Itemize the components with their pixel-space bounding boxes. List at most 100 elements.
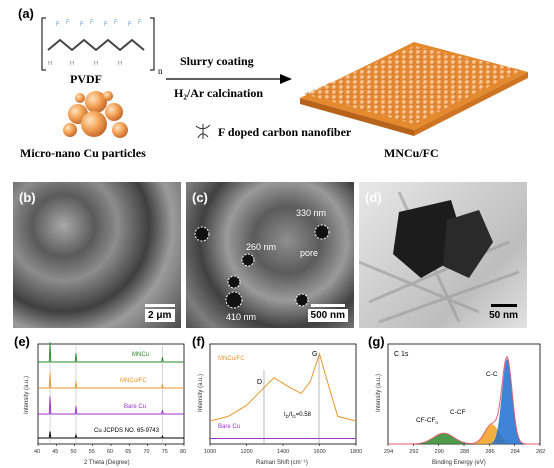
process-top-label: Slurry coating bbox=[180, 54, 254, 68]
xrd-series-label-mncu: MNCu bbox=[132, 352, 149, 358]
pvdf-subscript: n bbox=[158, 66, 163, 76]
xps-envelope bbox=[388, 355, 539, 445]
raman-peak-g: G bbox=[312, 351, 317, 358]
f-atom: F bbox=[114, 20, 118, 26]
pvdf-backbone bbox=[47, 38, 145, 52]
raman-ratio: ID/IG=0.58 bbox=[284, 412, 312, 419]
xrd-ylabel: Intensity (a.u.) bbox=[24, 376, 30, 414]
xps-label-cc: C-C bbox=[486, 371, 498, 378]
raman-tick-label: 1800 bbox=[350, 449, 362, 455]
xrd-tick-label: 80 bbox=[180, 449, 186, 455]
raman-ylabel: Intensity (a.u.) bbox=[198, 374, 204, 412]
xrd-reference-lines bbox=[49, 344, 163, 444]
h-atom: H bbox=[118, 61, 122, 67]
xrd-chart: 40 45 50 55 60 65 70 75 80 Intensity (a.u.) 2 Th… bbox=[24, 342, 186, 466]
xps-tick-label: 294 bbox=[384, 449, 393, 455]
pvdf-bracket-right bbox=[150, 17, 155, 71]
xps-tick-label: 286 bbox=[485, 449, 494, 455]
xps-title: C 1s bbox=[394, 351, 409, 358]
xrd-tick-label: 70 bbox=[144, 449, 150, 455]
panel-label-d: (d) bbox=[365, 190, 382, 205]
xps-label-ccf: C-CF bbox=[450, 409, 466, 416]
xrd-series-line bbox=[38, 396, 184, 415]
xps-tick-label: 284 bbox=[511, 449, 520, 455]
h-atom: H bbox=[48, 61, 52, 67]
h-atom: H bbox=[70, 61, 74, 67]
raman-tick-label: 1000 bbox=[204, 449, 216, 455]
f-atom: F bbox=[66, 20, 70, 26]
xps-ylabel: Intensity (a.u.) bbox=[376, 374, 382, 412]
scale-bar-b: 2 μm bbox=[145, 304, 175, 322]
panel-label-b: (b) bbox=[19, 190, 36, 205]
panel-label-g: (g) bbox=[368, 334, 385, 349]
f-atom: F bbox=[90, 20, 94, 26]
xrd-tick-label: 65 bbox=[125, 449, 131, 455]
cu-label: Micro-nano Cu particles bbox=[20, 146, 146, 160]
pvdf-label: PVDF bbox=[70, 72, 102, 86]
xps-label-cfcf: CF-CFn bbox=[416, 417, 439, 425]
annotation-260nm: 260 nm bbox=[246, 242, 277, 252]
annotation-410nm: 410 nm bbox=[226, 312, 257, 322]
xps-xlabel: Binding Energy (eV) bbox=[432, 460, 486, 466]
pore-circles bbox=[194, 224, 330, 309]
xrd-xlabel: 2 Theta (Degree) bbox=[84, 460, 130, 466]
scale-label-b: 2 μm bbox=[145, 309, 175, 322]
raman-tick-label: 1600 bbox=[314, 449, 326, 455]
xrd-series-line bbox=[38, 342, 184, 363]
mncu-fc-electrode bbox=[300, 42, 528, 136]
raman-tick-label: 1400 bbox=[277, 449, 289, 455]
scale-bar-c: 500 nm bbox=[307, 304, 348, 322]
sem-image-b: (b) 2 μm bbox=[13, 182, 181, 328]
f-atom: F bbox=[128, 22, 132, 28]
sem-image-c: (c) 330 nm 260 nm pore 410 nm 500 nm bbox=[186, 182, 354, 328]
pvdf-structure: F F F F F F F F H H H H n bbox=[41, 17, 163, 76]
raman-series-label-mncufc: MNCu/FC bbox=[218, 356, 245, 362]
raman-xlabel: Raman Shift (cm⁻¹) bbox=[256, 460, 308, 466]
xps-tick-label: 282 bbox=[536, 449, 545, 455]
process-arrow bbox=[166, 74, 292, 84]
h-atom: H bbox=[94, 61, 98, 67]
xrd-series-line bbox=[38, 372, 184, 389]
xrd-series-line bbox=[38, 431, 184, 439]
xrd-tick-label: 55 bbox=[89, 449, 95, 455]
raman-series-label-barecu: Bare Cu bbox=[218, 424, 240, 430]
xrd-tick-label: 60 bbox=[107, 449, 113, 455]
pvdf-bracket-left bbox=[41, 17, 46, 71]
xrd-series-label-barecu: Bare Cu bbox=[124, 404, 146, 410]
tem-image-d: (d) 50 nm bbox=[359, 182, 527, 328]
scale-bar-d: 50 nm bbox=[486, 304, 521, 322]
scale-label-d: 50 nm bbox=[489, 310, 518, 321]
product-label: MNCu/FC bbox=[384, 146, 439, 160]
xrd-tick-label: 45 bbox=[52, 449, 58, 455]
raman-series-line bbox=[209, 352, 357, 422]
annotation-330nm: 330 nm bbox=[296, 208, 327, 218]
carbon-fiber-icon bbox=[195, 124, 211, 139]
xrd-tick-label: 50 bbox=[71, 449, 77, 455]
process-bottom-label: H₂/Ar calcination bbox=[174, 86, 264, 100]
cu-particles-illustration bbox=[63, 91, 128, 138]
tem-particles bbox=[359, 191, 520, 324]
panel-label-a: (a) bbox=[18, 6, 34, 21]
xps-plot-frame bbox=[387, 343, 541, 445]
xrd-tick-label: 75 bbox=[162, 449, 168, 455]
raman-tick-label: 1200 bbox=[241, 449, 253, 455]
xps-chart: 294 292 290 288 286 284 282 C 1s C-C C-CF CF-C… bbox=[376, 343, 545, 466]
f-atom: F bbox=[138, 20, 142, 26]
xps-tick-label: 290 bbox=[435, 449, 444, 455]
panel-label-c: (c) bbox=[192, 190, 208, 205]
xrd-series-label-mncufc: MNCu/FC bbox=[120, 378, 147, 384]
xps-tick-label: 292 bbox=[409, 449, 418, 455]
scale-label-c: 500 nm bbox=[307, 309, 348, 322]
fiber-label: F doped carbon nanofiber bbox=[218, 125, 352, 139]
xrd-tick-label: 40 bbox=[34, 449, 40, 455]
raman-chart: 1000 1200 1400 1600 1800 D G ID/IG=0.58 MNCu… bbox=[198, 343, 362, 466]
xps-peak-area bbox=[388, 358, 540, 444]
panel-label-e: (e) bbox=[14, 334, 30, 349]
xps-tick-label: 288 bbox=[460, 449, 469, 455]
f-atom: F bbox=[56, 22, 60, 28]
f-atom: F bbox=[104, 22, 108, 28]
annotation-pore: pore bbox=[300, 248, 319, 258]
raman-peak-d: D bbox=[257, 379, 262, 386]
f-atom: F bbox=[80, 22, 84, 28]
panel-label-f: (f) bbox=[192, 334, 205, 349]
